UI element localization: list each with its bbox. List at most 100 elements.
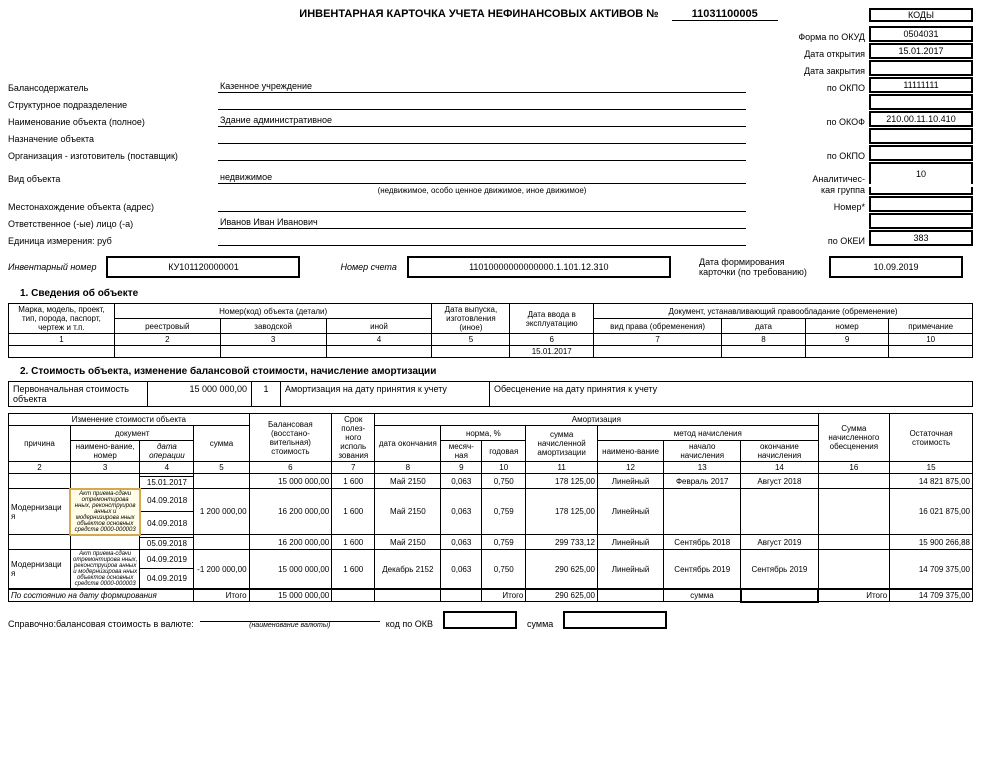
lbl-open-date: Дата открытия <box>746 49 869 59</box>
s1-h2: реестровый <box>114 319 220 334</box>
number-row: Инвентарный номер КУ101120000001 Номер с… <box>8 256 973 278</box>
footer-sum-box <box>563 611 667 629</box>
s2t-v1: 15 000 000,00 <box>148 382 252 406</box>
s2-total-sum: сумма <box>664 589 741 602</box>
doc-number: 11031100005 <box>672 8 778 21</box>
code-okof: 210.00.11.10.410 <box>869 111 973 127</box>
s1-h2g: Номер(код) объекта (детали) <box>114 304 432 319</box>
lbl-close-date: Дата закрытия <box>746 66 869 76</box>
s2-num-row: 2345678910111213141615 <box>9 462 973 474</box>
lbl-name: Наименование объекта (полное) <box>8 117 218 127</box>
s1-numrow: 12345678910 <box>9 334 973 346</box>
s2h-yearly: годовая <box>482 441 526 462</box>
lbl-okud: Форма по ОКУД <box>746 32 869 42</box>
lbl-struct: Структурное подразделение <box>8 100 218 110</box>
s1-h5: Дата выпуска, изготовления (иное) <box>432 304 510 334</box>
s2-total-itogo3: Итого <box>818 589 890 602</box>
s2h-start: начало начисления <box>664 441 741 462</box>
footer-okv-box <box>443 611 517 629</box>
type-note: (недвижимое, особо ценное движимое, иное… <box>218 186 746 195</box>
code-okei: 383 <box>869 230 973 246</box>
val-loc <box>218 200 746 212</box>
s2h-doc: документ <box>70 426 194 441</box>
code-okpo2 <box>869 145 973 161</box>
code-close-date <box>869 60 973 76</box>
s2h-bal: Балансовая (восстано-вительная) стоимост… <box>249 414 332 462</box>
val-acc-num: 11010000000000000.1.101.12.310 <box>407 256 671 278</box>
s2h-chg: Изменение стоимости объекта <box>9 414 250 426</box>
lbl-nomer: Номер* <box>746 202 869 212</box>
s1-h9: номер <box>805 319 889 334</box>
s2h-method: метод начисления <box>597 426 818 441</box>
val-purpose <box>218 132 746 144</box>
table-section2: Изменение стоимости объекта Балансовая (… <box>8 413 973 603</box>
footer-sub: (наименование валюты) <box>200 622 380 629</box>
s1-h7g: Документ, устанавливающий правообладание… <box>594 304 973 319</box>
s2-total-bal: 15 000 000,00 <box>249 589 332 602</box>
section2-title: 2. Стоимость объекта, изменение балансов… <box>20 366 973 377</box>
s1-h4: иной <box>326 319 432 334</box>
code-empty1 <box>869 94 973 110</box>
table-row: Модернизаци яАкт приема-сдачи отремонтир… <box>9 489 973 512</box>
s2-total-label: По состоянию на дату формирования <box>9 589 194 602</box>
lbl-okpo2: по ОКПО <box>746 151 869 161</box>
footer-l3: сумма <box>527 619 553 629</box>
val-struct <box>218 98 746 110</box>
lbl-okei: по ОКЕИ <box>746 236 869 246</box>
s2h-namenum: наимено-вание, номер <box>70 441 139 462</box>
lbl-analytic: Аналитичес- <box>746 174 869 184</box>
val-org <box>218 149 746 161</box>
table-row: Модернизаци яАкт приема-сдачи отремонтир… <box>9 550 973 569</box>
s2h-end: окончание начисления <box>741 441 818 462</box>
s2-total-itogo1: Итого <box>194 589 249 602</box>
footer-l1: Справочно:балансовая стоимость в валюте: <box>8 619 194 629</box>
s2t-l2: 1 <box>252 382 281 406</box>
lbl-okpo: по ОКПО <box>746 83 869 93</box>
s2t-l3: Амортизация на дату принятия к учету <box>281 382 490 406</box>
s1-h1: Марка, модель, проект, тип, порода, пасп… <box>9 304 115 334</box>
lbl-purpose: Назначение объекта <box>8 134 218 144</box>
table-section1: Марка, модель, проект, тип, порода, пасп… <box>8 303 973 358</box>
lbl-acc-num: Номер счета <box>340 262 396 272</box>
s1-h3: заводской <box>220 319 326 334</box>
code-open-date: 15.01.2017 <box>869 43 973 59</box>
lbl-group: кая группа <box>746 185 869 195</box>
s2t-l1: Первоначальная стоимость объекта <box>9 382 148 406</box>
lbl-card-date: Дата формирования карточки (по требовани… <box>699 257 819 277</box>
s2-total-row: По состоянию на дату формирования Итого … <box>9 589 973 602</box>
lbl-org: Организация - изготовитель (поставщик) <box>8 151 218 161</box>
s1-r-c6: 15.01.2017 <box>510 346 594 358</box>
s2h-res: Остаточная стоимость <box>890 414 973 462</box>
val-name: Здание административное <box>218 115 746 127</box>
val-balance-holder: Казенное учреждение <box>218 81 746 93</box>
lbl-okof: по ОКОФ <box>746 117 869 127</box>
s2h-sum: сумма <box>194 426 249 462</box>
s2t-l4: Обесценение на дату принятия к учету <box>490 382 698 406</box>
code-analytic: 10 <box>869 162 973 184</box>
lbl-unit: Единица измерения: руб <box>8 236 218 246</box>
s2h-asum: сумма начисленной амортизации <box>526 426 598 462</box>
code-nomer <box>869 196 973 212</box>
footer-row: Справочно:балансовая стоимость в валюте:… <box>8 609 973 629</box>
s2-total-res: 14 709 375,00 <box>890 589 973 602</box>
section2-top-row: Первоначальная стоимость объекта 15 000 … <box>8 381 973 407</box>
s2h-reason: причина <box>9 426 71 462</box>
codes-header: КОДЫ <box>869 8 973 22</box>
s2-total-itogo2: Итого <box>482 589 526 602</box>
s2h-mname: наимено-вание <box>597 441 663 462</box>
lbl-loc: Местонахождение объекта (адрес) <box>8 202 218 212</box>
title-text: ИНВЕНТАРНАЯ КАРТОЧКА УЧЕТА НЕФИНАНСОВЫХ … <box>299 8 658 20</box>
val-inv-num: КУ101120000001 <box>106 256 300 278</box>
s2h-amort: Амортизация <box>375 414 818 426</box>
lbl-type: Вид объекта <box>8 174 218 184</box>
val-type: недвижимое <box>218 172 746 184</box>
s1-h6: Дата ввода в эксплуатацию <box>510 304 594 334</box>
footer-l2: код по ОКВ <box>386 619 433 629</box>
s2h-norm: норма, % <box>441 426 526 441</box>
section1-title: 1. Сведения об объекте <box>20 288 973 299</box>
lbl-balance-holder: Балансодержатель <box>8 83 218 93</box>
lbl-resp: Ответственное (-ые) лицо (-а) <box>8 219 218 229</box>
header-block: ИНВЕНТАРНАЯ КАРТОЧКА УЧЕТА НЕФИНАНСОВЫХ … <box>8 8 973 22</box>
s2h-enddate: дата окончания <box>375 426 441 462</box>
code-okud: 0504031 <box>869 26 973 42</box>
